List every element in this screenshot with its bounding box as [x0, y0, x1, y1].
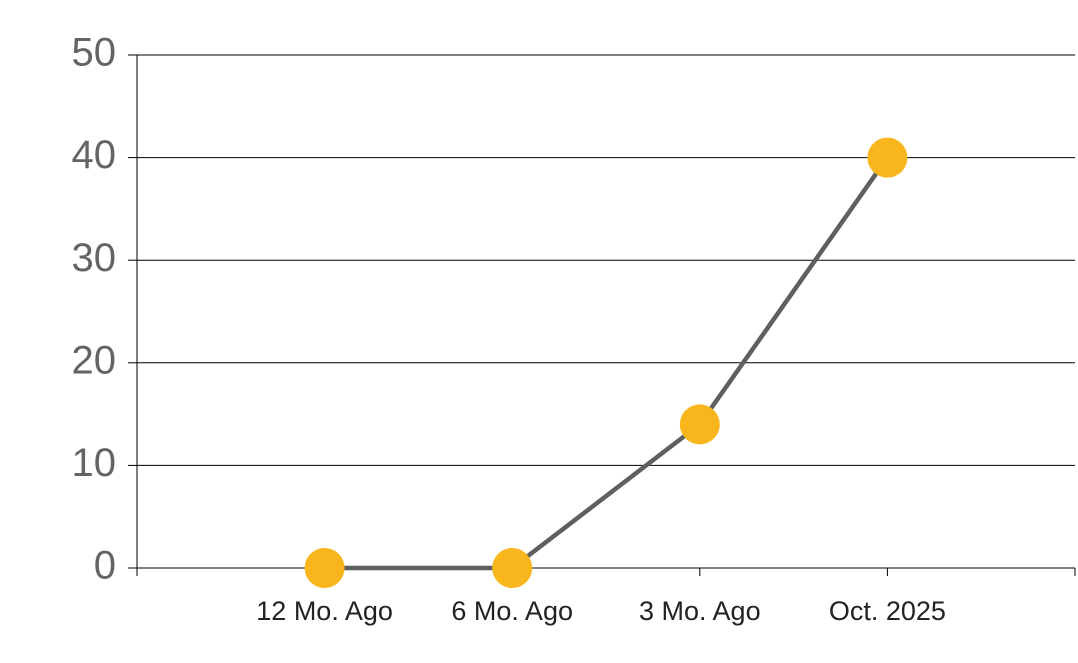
y-tick-label: 30 [72, 236, 117, 280]
x-tick-label: 12 Mo. Ago [256, 596, 393, 626]
line [324, 156, 890, 571]
y-tick-label: 50 [72, 31, 117, 75]
y-tick-label: 0 [94, 544, 116, 588]
x-tick-label: 6 Mo. Ago [451, 596, 573, 626]
marker [304, 548, 345, 588]
y-tick-label: 40 [72, 133, 117, 177]
x-tick-label: 3 Mo. Ago [639, 596, 761, 626]
y-tick-label: 20 [72, 338, 117, 382]
x-tick-label: Oct. 2025 [829, 596, 946, 626]
marker [492, 548, 533, 588]
y-tick-label: 10 [72, 441, 117, 485]
marker [867, 137, 908, 178]
marker [679, 404, 720, 445]
